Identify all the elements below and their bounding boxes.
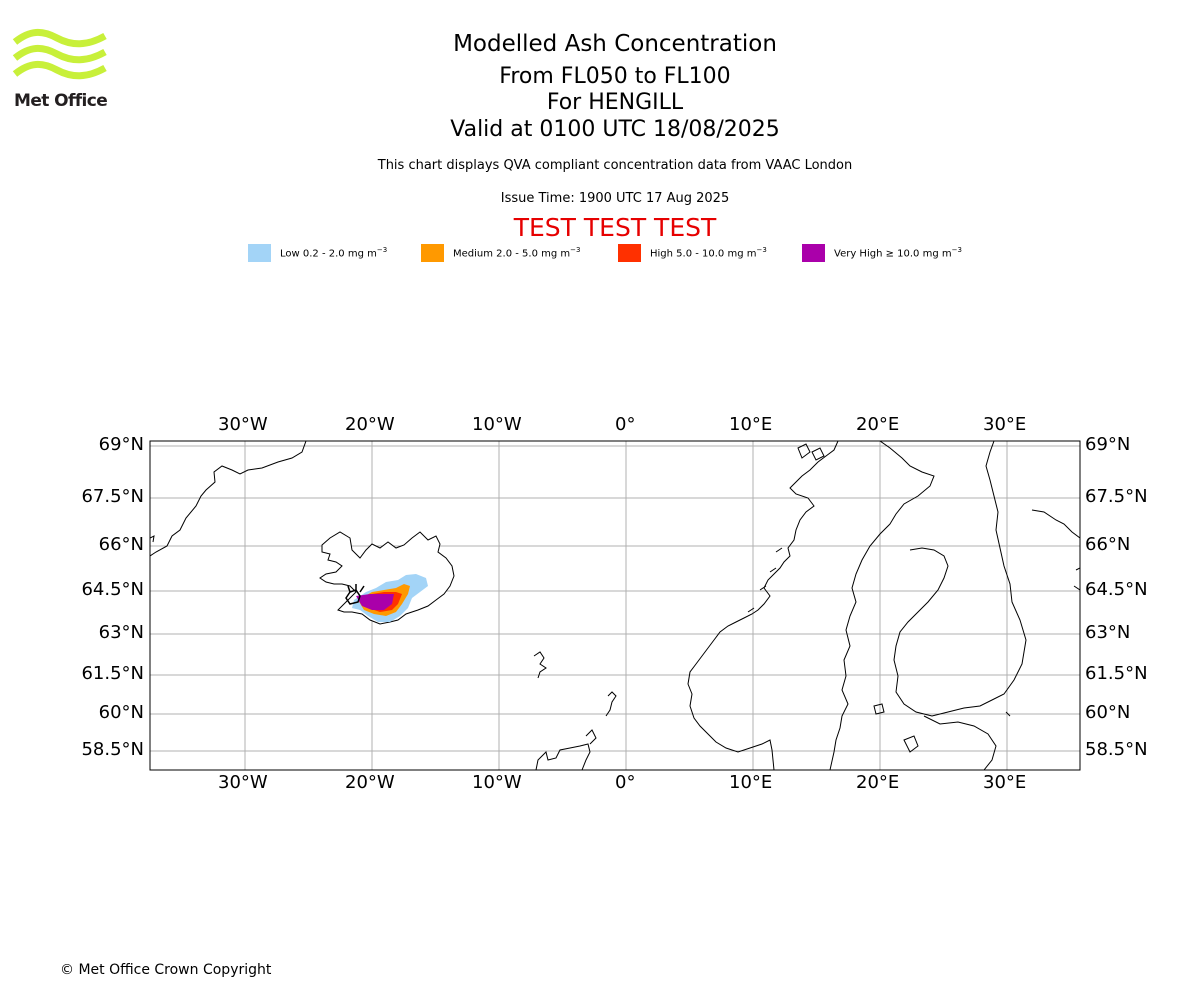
lon-tick-top: 30°W [218, 414, 268, 435]
legend-label-low: Low 0.2 - 2.0 mg m−3 [280, 246, 388, 260]
finland-coastline [893, 441, 1027, 717]
legend-swatch-very-high [802, 244, 825, 262]
lon-tick-top: 20°W [345, 414, 395, 435]
lat-tick-left: 61.5°N [81, 663, 144, 684]
valid-time: Valid at 0100 UTC 18/08/2025 [450, 117, 780, 142]
lon-tick-top: 0° [615, 414, 636, 435]
lat-tick-right: 69°N [1085, 434, 1131, 455]
kola-coastline [1031, 509, 1080, 539]
map-area [150, 441, 1080, 770]
iceland-coastline [319, 531, 455, 625]
lat-tick-left: 64.5°N [81, 579, 144, 600]
lat-tick-left: 69°N [98, 434, 144, 455]
lat-tick-left: 58.5°N [81, 739, 144, 760]
lon-tick-bottom: 30°E [983, 772, 1027, 793]
lat-tick-right: 58.5°N [1085, 739, 1148, 760]
lat-tick-right: 67.5°N [1085, 486, 1148, 507]
met-office-wordmark: Met Office [14, 91, 108, 111]
test-banner: TEST TEST TEST [513, 213, 717, 242]
lon-tick-bottom: 20°W [345, 772, 395, 793]
chart-title: Modelled Ash Concentration [453, 31, 777, 57]
lat-tick-left: 66°N [98, 534, 144, 555]
legend-swatch-low [248, 244, 271, 262]
legend-item-very-high: Very High ≥ 10.0 mg m−3 [802, 244, 962, 262]
flight-level-range: From FL050 to FL100 [499, 64, 731, 89]
shetland-islands [605, 691, 617, 717]
lon-tick-bottom: 10°E [729, 772, 773, 793]
sweden-coastline [829, 441, 935, 770]
legend-label-very-high: Very High ≥ 10.0 mg m−3 [834, 246, 962, 260]
lon-tick-bottom: 20°E [856, 772, 900, 793]
legend-item-low: Low 0.2 - 2.0 mg m−3 [248, 244, 387, 262]
lat-tick-right: 66°N [1085, 534, 1131, 555]
lat-tick-right: 63°N [1085, 622, 1131, 643]
scotland-coastline [535, 743, 591, 770]
ash-plume [352, 574, 428, 622]
lat-tick-left: 67.5°N [81, 486, 144, 507]
lon-tick-top: 20°E [856, 414, 900, 435]
volcano-name: For HENGILL [546, 90, 684, 115]
legend-label-medium: Medium 2.0 - 5.0 mg m−3 [453, 246, 581, 260]
compliance-note: This chart displays QVA compliant concen… [377, 158, 853, 173]
legend-item-high: High 5.0 - 10.0 mg m−3 [618, 244, 767, 262]
legend-label-high: High 5.0 - 10.0 mg m−3 [650, 246, 767, 260]
lon-tick-top: 30°E [983, 414, 1027, 435]
met-office-logo [12, 29, 107, 80]
lon-tick-bottom: 0° [615, 772, 636, 793]
map-frame [149, 440, 1081, 771]
issue-time: Issue Time: 1900 UTC 17 Aug 2025 [500, 191, 730, 206]
lon-tick-bottom: 10°W [472, 772, 522, 793]
lat-tick-right: 61.5°N [1085, 663, 1148, 684]
copyright-notice: © Met Office Crown Copyright [60, 962, 272, 978]
legend-swatch-medium [421, 244, 444, 262]
lon-tick-top: 10°W [472, 414, 522, 435]
norway-coastline [687, 441, 839, 770]
lon-tick-bottom: 30°W [218, 772, 268, 793]
lat-tick-left: 63°N [98, 622, 144, 643]
legend-item-medium: Medium 2.0 - 5.0 mg m−3 [421, 244, 580, 262]
legend-swatch-high [618, 244, 641, 262]
lat-tick-right: 64.5°N [1085, 579, 1148, 600]
greenland-coastline [150, 441, 307, 557]
lat-tick-right: 60°N [1085, 702, 1131, 723]
faroe-islands [533, 651, 547, 679]
lat-tick-left: 60°N [98, 702, 144, 723]
graticule [150, 441, 1080, 770]
lon-tick-top: 10°E [729, 414, 773, 435]
